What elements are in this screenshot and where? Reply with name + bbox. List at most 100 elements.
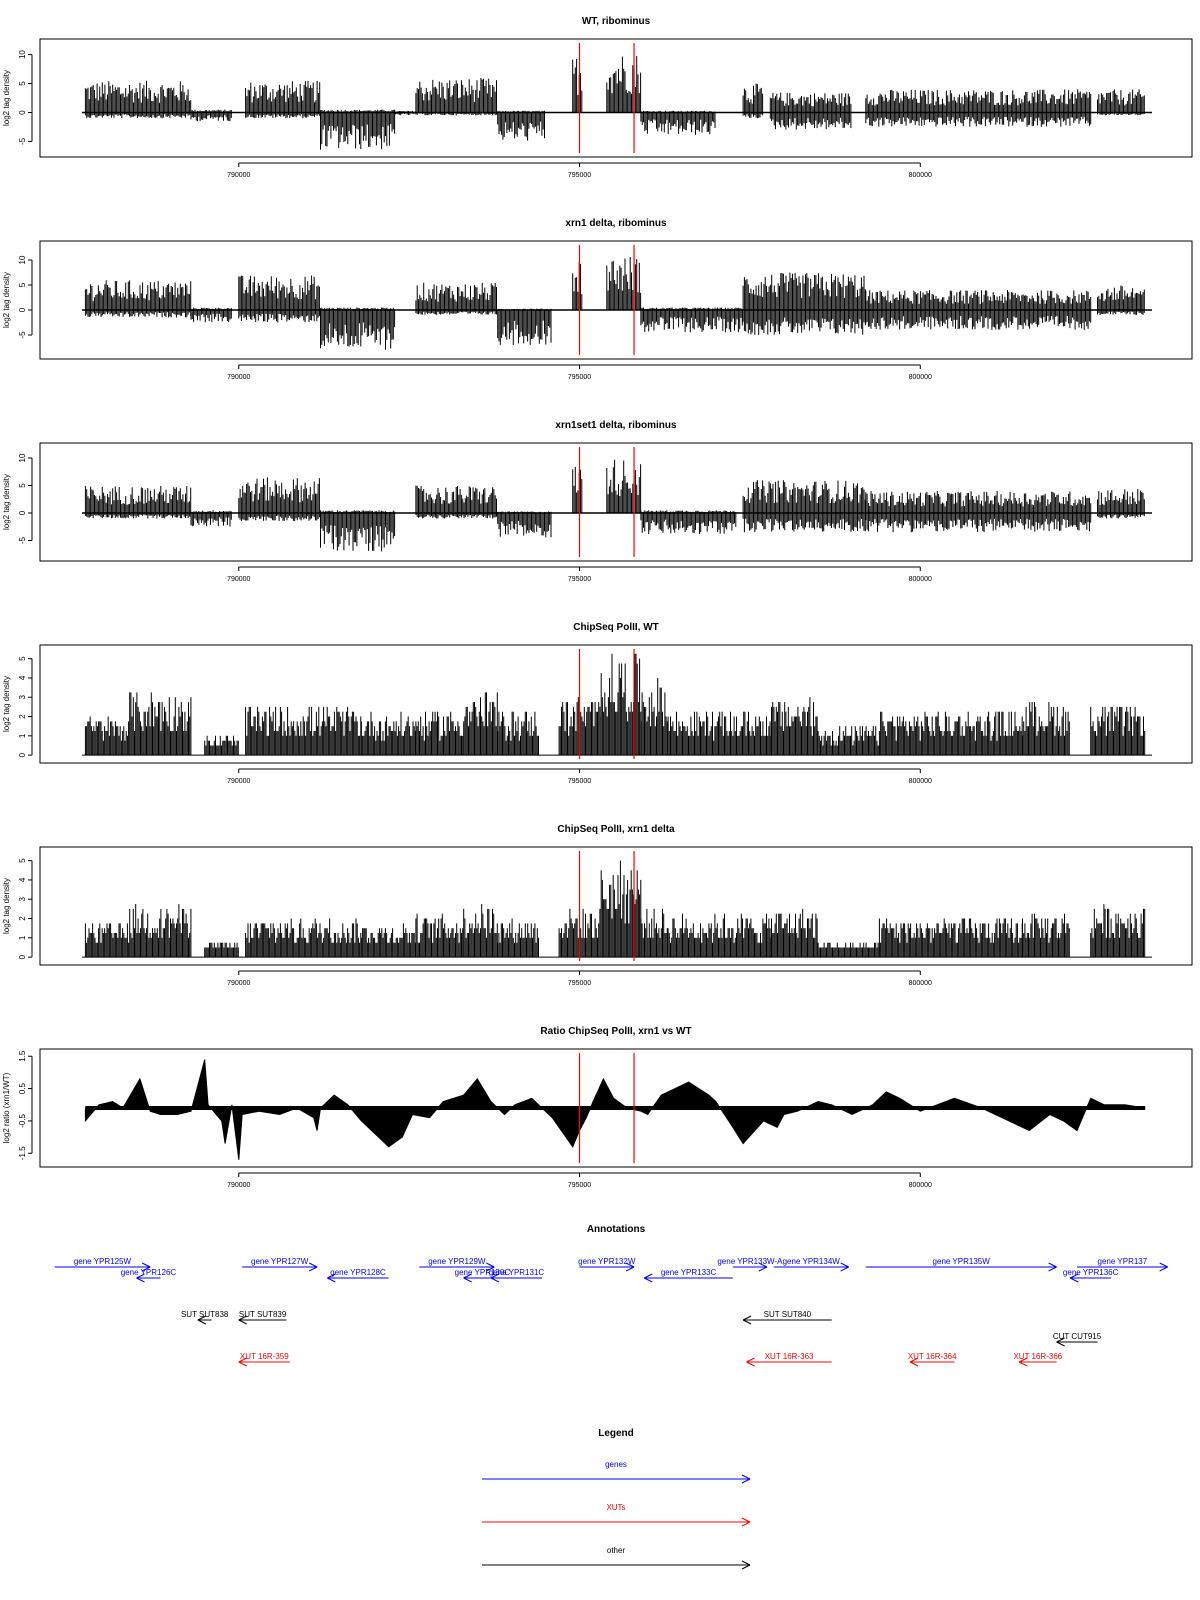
x-tick-label: 800000 — [909, 576, 932, 583]
feature-arrow — [1077, 1262, 1168, 1272]
y-tick-label: 0 — [18, 110, 27, 115]
arrow-head — [746, 1361, 755, 1367]
arrow-head — [136, 1273, 145, 1279]
feature-label: gene YPR126C — [121, 1268, 177, 1277]
feature-arrow — [197, 1315, 212, 1325]
arrow-head — [625, 1262, 635, 1268]
arrow-head — [741, 1517, 751, 1523]
feature-arrow — [909, 1357, 955, 1367]
feature-arrow — [1056, 1337, 1098, 1347]
arrow-head — [238, 1357, 247, 1363]
feature-label: XUT 16R-363 — [765, 1352, 814, 1361]
y-tick-label: 0.5 — [18, 1082, 27, 1094]
arrow-head — [741, 1560, 751, 1566]
y-tick-label: 2 — [18, 714, 27, 719]
feature-label: SUT SUT839 — [239, 1310, 287, 1319]
legend-item-arrow — [482, 1517, 751, 1527]
arrow-head — [1069, 1273, 1079, 1279]
arrow-head — [746, 1357, 755, 1363]
feature-label: gene YPR129W — [428, 1257, 486, 1266]
arrow-head — [1056, 1341, 1065, 1347]
plot-frame — [39, 240, 1193, 360]
legend-item-arrow — [482, 1474, 751, 1484]
feature-arrow — [54, 1262, 151, 1272]
y-tick-label: 4 — [18, 877, 27, 882]
y-tick-label: 5 — [18, 282, 27, 287]
y-tick-label: 2 — [18, 916, 27, 921]
arrow-head — [1048, 1262, 1057, 1268]
arrow-head — [644, 1273, 653, 1279]
y-axis-label: log2 tag density — [2, 70, 11, 126]
feature-arrow — [136, 1273, 161, 1283]
feature-arrow — [1018, 1357, 1057, 1367]
arrow-head — [1056, 1337, 1065, 1343]
x-tick-label: 795000 — [568, 778, 591, 785]
y-tick-label: 5 — [18, 858, 27, 863]
annotations-section: Annotations gene YPR125W gene YPR126C gene … — [54, 1224, 1168, 1367]
y-axis-label: log2 tag density — [2, 676, 11, 732]
track-panel-3: xrn1set1 delta, ribominus -5 0 5 10 log2 tag … — [2, 420, 1193, 583]
arrow-head — [840, 1266, 849, 1272]
feature-label: gene YPR136C — [1063, 1268, 1119, 1277]
x-tick-label: 795000 — [568, 374, 591, 381]
feature-arrow — [327, 1273, 389, 1283]
y-tick-label: 4 — [18, 675, 27, 680]
arrow-head — [197, 1319, 207, 1325]
feature-label: gene YPR134W — [783, 1257, 841, 1266]
feature-arrow — [579, 1262, 635, 1272]
arrow-head — [1069, 1277, 1079, 1283]
track-panel-4: ChipSeq PolII, WT 0 1 2 3 4 5 log2 tag density 7… — [2, 622, 1193, 785]
y-axis-label: log2 tag density — [2, 474, 11, 530]
y-tick-label: -5 — [18, 536, 27, 544]
feature-label: gene YPR127W — [251, 1257, 309, 1266]
arrow-head — [644, 1277, 653, 1283]
arrow-head — [136, 1277, 145, 1283]
signal-bars — [82, 459, 1152, 552]
arrow-head — [741, 1478, 751, 1484]
signal-bars — [82, 56, 1152, 150]
feature-label: gene YPR132W — [578, 1257, 636, 1266]
legend-item-label: XUTs — [606, 1503, 625, 1512]
y-tick-label: 1 — [18, 935, 27, 940]
arrow-head — [1018, 1357, 1028, 1363]
y-tick-label: 10 — [18, 453, 27, 462]
arrow-head — [909, 1357, 919, 1363]
feature-label: gene YPR131C — [489, 1268, 545, 1277]
y-tick-label: 5 — [18, 656, 27, 661]
plot-frame — [39, 846, 1193, 966]
y-tick-label: -5 — [18, 137, 27, 145]
ratio-area — [84, 1059, 1146, 1160]
track-panel-1: WT, ribominus -5 0 5 10 log2 tag density 79000… — [2, 16, 1193, 179]
legend-title: Legend — [598, 1428, 634, 1439]
panel-title: Ratio ChipSeq PolII, xrn1 vs WT — [540, 1026, 691, 1037]
panel-title: xrn1 delta, ribominus — [565, 218, 667, 229]
feature-arrow — [242, 1262, 318, 1272]
arrow-head — [327, 1277, 336, 1283]
track-panel-6: Ratio ChipSeq PolII, xrn1 vs WT -1.5 -0.5 0… — [2, 1026, 1193, 1189]
feature-label: gene YPR135W — [933, 1257, 991, 1266]
feature-label: SUT SUT840 — [764, 1310, 812, 1319]
y-tick-label: 1.5 — [18, 1050, 27, 1062]
arrow-head — [490, 1277, 500, 1283]
x-tick-label: 800000 — [909, 778, 932, 785]
arrow-head — [1159, 1266, 1168, 1272]
y-axis-label: log2 tag density — [2, 878, 11, 934]
legend-section: Legend genes XUTs other — [482, 1428, 751, 1570]
feature-arrow — [742, 1315, 832, 1325]
x-tick-label: 795000 — [568, 980, 591, 987]
arrow-head — [141, 1266, 151, 1272]
arrow-head — [238, 1315, 247, 1321]
legend-item-label: genes — [605, 1460, 627, 1469]
y-tick-label: -0.5 — [18, 1114, 27, 1128]
feature-label: XUT 16R-359 — [240, 1352, 289, 1361]
y-tick-label: 10 — [18, 50, 27, 59]
arrow-head — [742, 1319, 752, 1325]
y-tick-label: -5 — [18, 331, 27, 339]
arrow-head — [490, 1273, 500, 1279]
feature-arrow — [746, 1357, 832, 1367]
arrow-head — [486, 1262, 495, 1268]
feature-arrow — [238, 1357, 290, 1367]
y-tick-label: 3 — [18, 896, 27, 901]
feature-label: gene YPR125W — [74, 1257, 132, 1266]
